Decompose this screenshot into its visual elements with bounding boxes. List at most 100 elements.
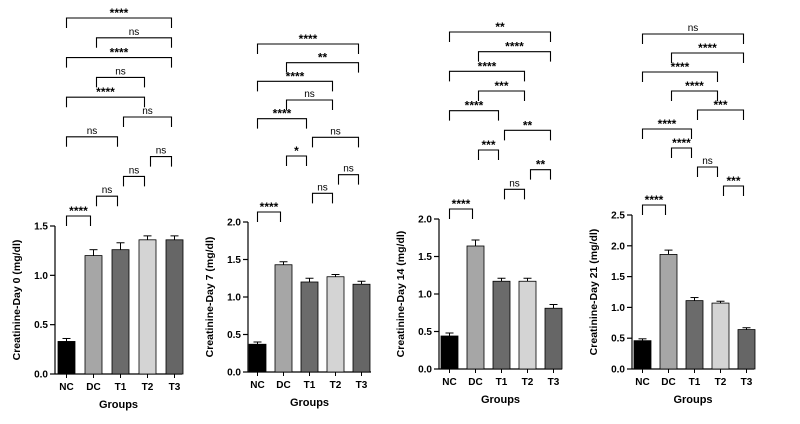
bar-nc	[633, 340, 652, 370]
significance-bracket	[337, 174, 360, 185]
x-tick-label: T3	[356, 380, 368, 391]
x-tick-label: DC	[86, 382, 100, 393]
significance-bracket	[65, 17, 173, 28]
significance-bracket	[311, 136, 360, 148]
significance-label: ns	[129, 27, 140, 38]
significance-bracket	[285, 155, 308, 166]
significance-label: ****	[69, 204, 88, 218]
y-tick-label: 0.0	[611, 365, 625, 376]
significance-bracket	[448, 70, 526, 82]
significance-bracket	[641, 33, 745, 44]
significance-bracket	[477, 149, 500, 160]
x-tick-label: NC	[635, 377, 649, 388]
significance-label: ns	[115, 66, 126, 77]
bar-t3	[352, 283, 371, 373]
significance-bracket	[256, 43, 360, 54]
significance-bracket	[670, 90, 719, 101]
significance-label: ****	[505, 40, 524, 54]
significance-label: ****	[96, 85, 115, 99]
y-axis-label: Creatinine-Day 21 (mg/dl)	[588, 229, 600, 356]
significance-label: ****	[658, 117, 677, 131]
bar-t1	[300, 281, 319, 373]
significance-bracket	[641, 128, 693, 139]
y-tick-label: 0.5	[611, 334, 625, 345]
significance-label: ****	[672, 136, 691, 150]
bar-t2	[711, 302, 730, 370]
y-axis-label: Creatinine-Day 7 (mg/dl)	[204, 237, 216, 358]
x-tick-label: T3	[548, 377, 560, 388]
x-axis-label: Groups	[99, 399, 138, 411]
significance-label: ns	[102, 185, 113, 196]
significance-bracket	[670, 147, 693, 158]
significance-bracket	[95, 195, 119, 207]
bar-t2	[326, 276, 345, 373]
significance-bracket	[696, 109, 745, 120]
bar-nc	[57, 341, 76, 375]
x-tick-label: DC	[276, 380, 290, 391]
significance-label: ns	[509, 178, 520, 189]
chart-panel-1: 0.0 0.5 1.0 1.5 Creatinine-Day 0 (mg/dl) NC DC…	[11, 6, 184, 411]
y-tick-label: 0.0	[227, 368, 241, 379]
x-tick-label: T1	[689, 377, 701, 388]
bar-t3	[737, 329, 756, 370]
significance-label: ***	[726, 174, 740, 188]
significance-bracket	[285, 99, 334, 110]
significance-label: ns	[317, 182, 328, 193]
bar-t2	[518, 280, 537, 370]
x-tick-label: T3	[741, 377, 753, 388]
significance-bracket	[65, 136, 119, 147]
significance-bracket	[285, 62, 360, 73]
y-tick-label: 1.0	[418, 290, 432, 301]
significance-label: ns	[142, 106, 153, 117]
significance-label: ns	[129, 165, 140, 176]
bar-t3	[165, 239, 184, 375]
y-tick-label: 2.0	[227, 218, 241, 229]
significance-bracket	[448, 31, 552, 42]
y-tick-label: 0.5	[34, 320, 48, 331]
y-tick-label: 2.0	[611, 241, 625, 252]
x-tick-label: DC	[661, 377, 675, 388]
y-axis-label: Creatinine-Day 14 (mg/dl)	[395, 231, 407, 358]
significance-bracket	[65, 96, 146, 108]
significance-bracket	[448, 110, 500, 121]
y-tick-label: 1.0	[227, 293, 241, 304]
x-tick-label: NC	[442, 377, 456, 388]
significance-label: ns	[87, 126, 98, 137]
significance-bracket	[95, 76, 146, 88]
significance-bracket	[122, 116, 173, 127]
significance-bracket	[477, 90, 526, 101]
bar-dc	[274, 264, 293, 373]
significance-bracket	[641, 71, 719, 82]
significance-label: ****	[110, 46, 129, 60]
bar-nc	[440, 335, 459, 370]
x-tick-label: T1	[496, 377, 508, 388]
significance-label: **	[495, 20, 505, 34]
significance-bracket	[503, 129, 552, 141]
significance-bracket	[311, 192, 334, 204]
y-tick-label: 1.0	[34, 271, 48, 282]
significance-bracket	[256, 80, 334, 92]
significance-label: ****	[645, 193, 664, 207]
significance-label: ***	[494, 79, 508, 93]
significance-bracket	[65, 215, 92, 226]
chart-panel-2: 0.0 0.5 1.0 1.5 2.0 Creatinine-Day 7 (mg/dl) N…	[204, 32, 371, 409]
x-tick-label: T2	[715, 377, 727, 388]
y-tick-label: 0.5	[227, 330, 241, 341]
significance-label: ns	[304, 89, 315, 100]
x-axis-label: Groups	[290, 397, 329, 409]
significance-bracket	[529, 169, 552, 180]
significance-label: ns	[688, 23, 699, 34]
significance-bracket	[670, 52, 745, 63]
significance-label: ****	[698, 41, 717, 55]
bar-t1	[111, 249, 130, 375]
significance-label: *	[294, 144, 299, 158]
significance-label: ****	[685, 79, 704, 93]
y-tick-label: 2.5	[611, 211, 625, 222]
significance-bracket	[122, 175, 146, 187]
significance-label: ns	[330, 126, 341, 137]
significance-label: ***	[481, 138, 495, 152]
significance-bracket	[149, 156, 173, 167]
significance-label: **	[536, 158, 546, 172]
significance-bracket	[256, 118, 308, 129]
